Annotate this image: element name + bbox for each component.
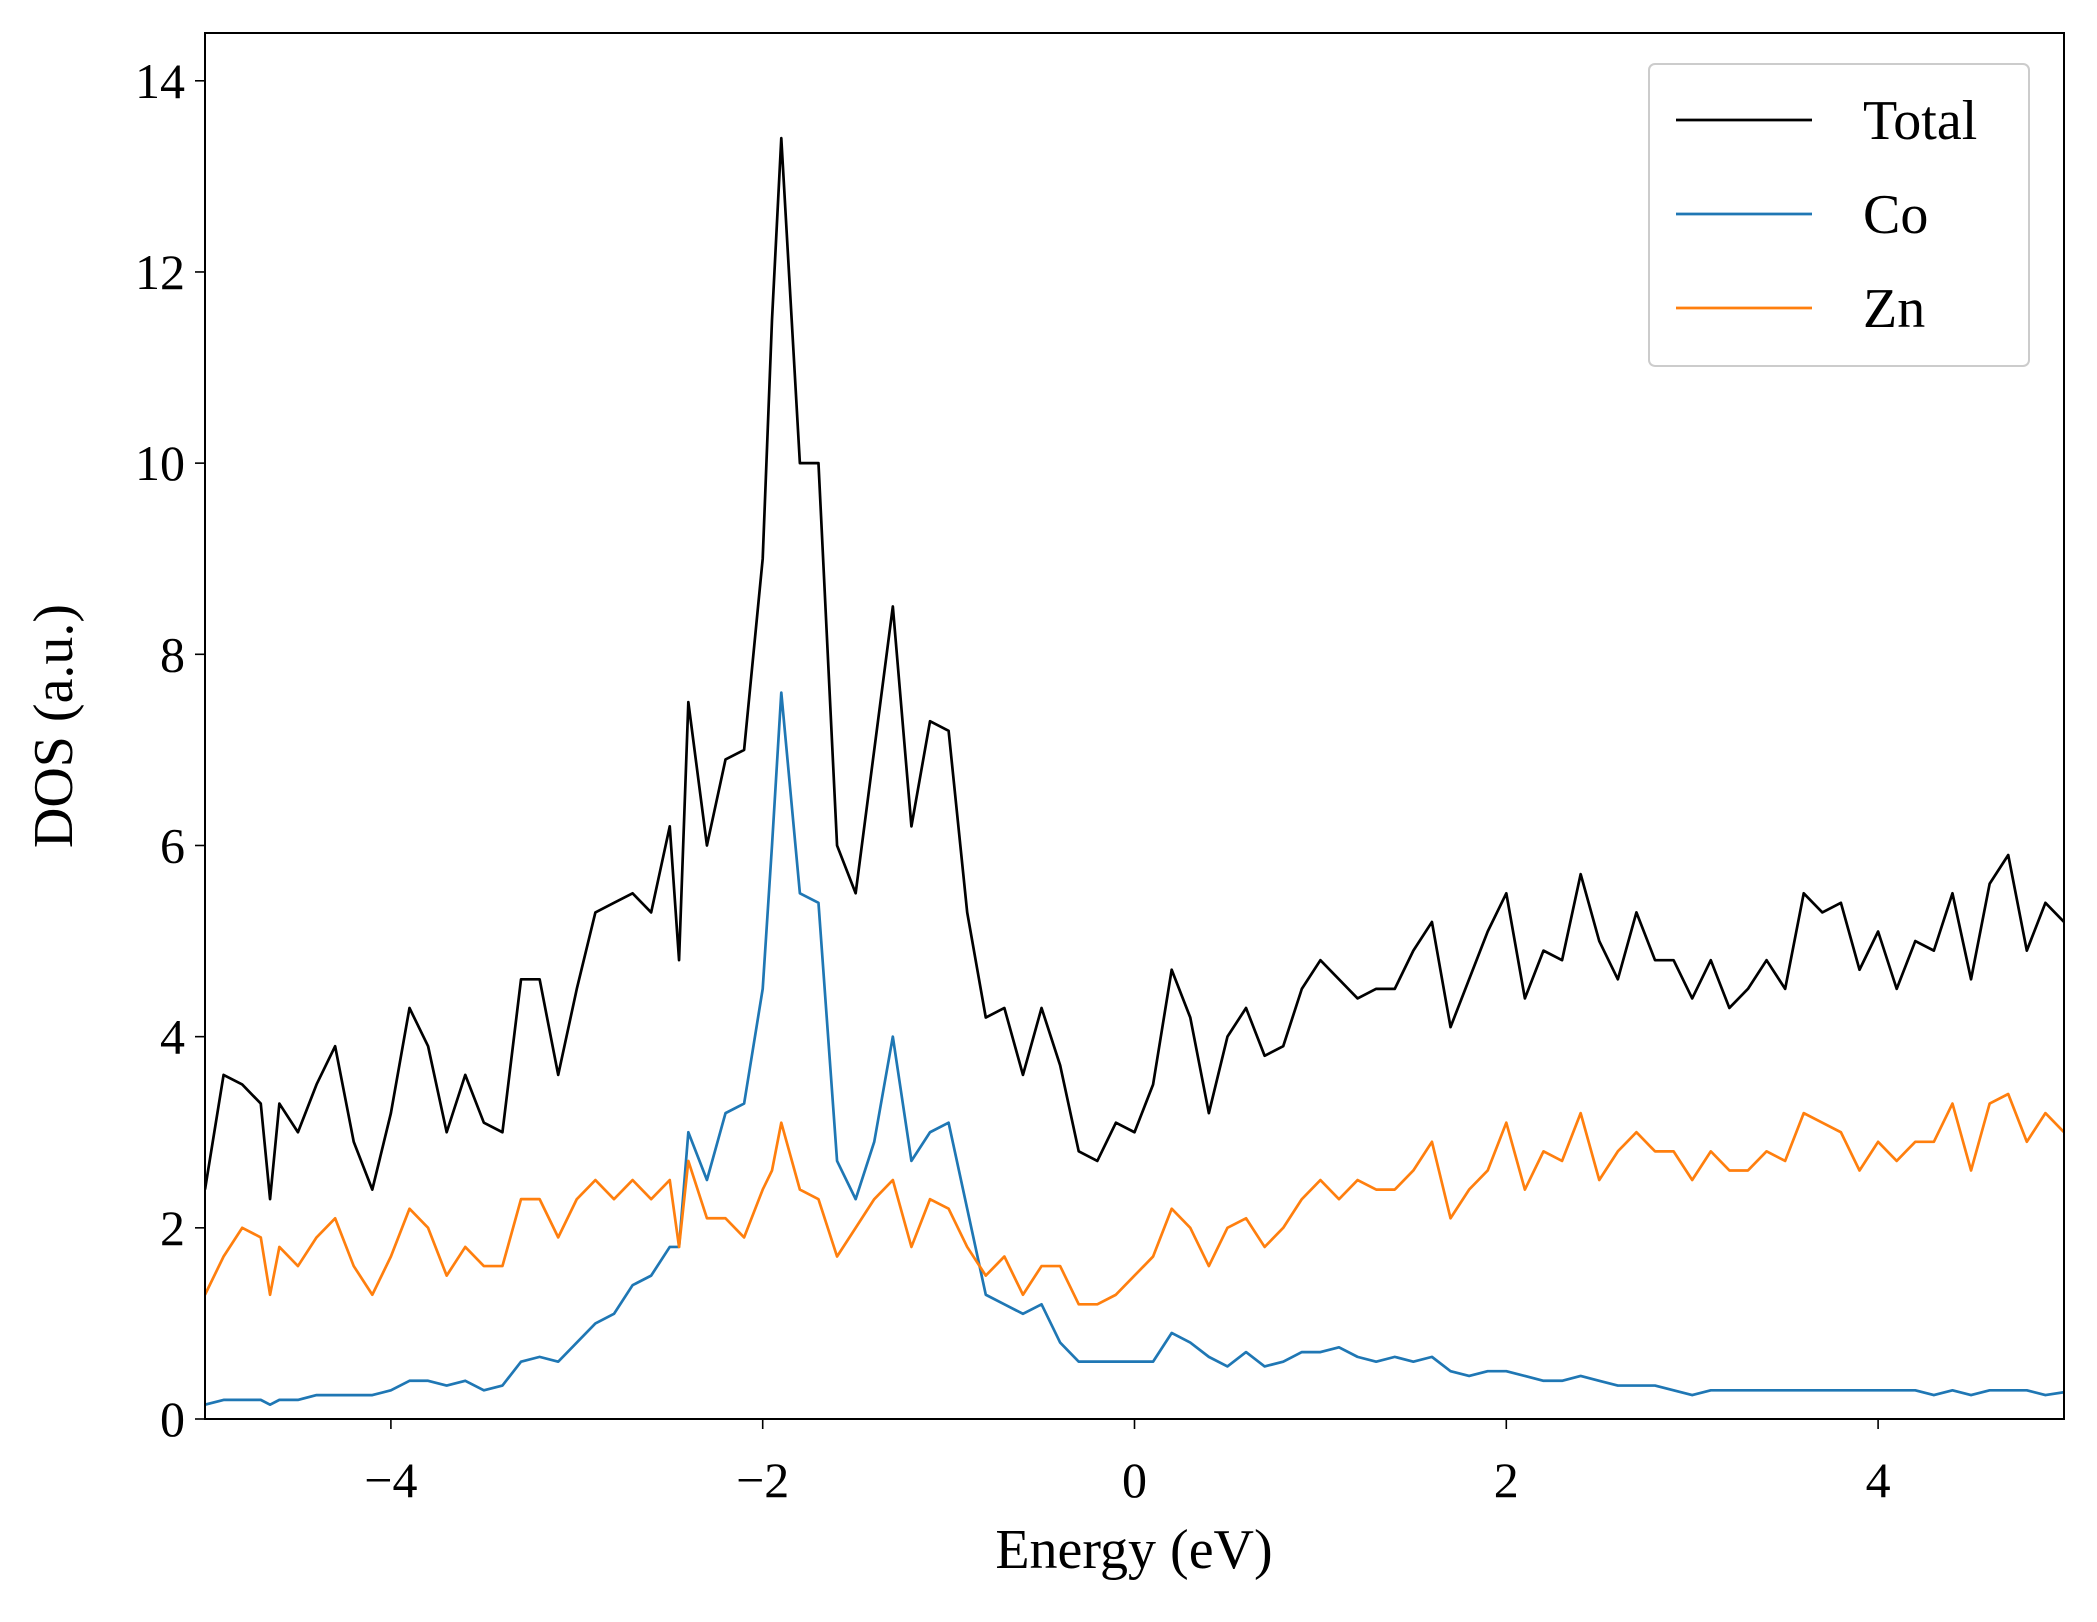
y-tick-label: 10 [135, 435, 185, 491]
x-tick-label: −4 [364, 1452, 417, 1508]
legend-label: Co [1863, 184, 1928, 246]
y-tick-label: 6 [160, 817, 185, 873]
legend-box [1648, 63, 2030, 367]
y-tick-label: 14 [135, 53, 185, 109]
y-tick-label: 8 [160, 626, 185, 682]
y-tick-label: 12 [135, 244, 185, 300]
series-line [205, 136, 2064, 1201]
legend-label: Total [1863, 90, 1977, 152]
x-tick-label: 0 [1122, 1452, 1147, 1508]
y-tick-label: 2 [160, 1200, 185, 1256]
series-line [205, 1092, 2064, 1306]
y-axis-label: DOS (a.u.) [23, 604, 85, 848]
x-tick-label: 4 [1866, 1452, 1891, 1508]
x-axis-label: Energy (eV) [995, 1519, 1272, 1581]
plot-frame [204, 32, 2065, 1420]
y-tick-label: 0 [160, 1391, 185, 1447]
series-line [205, 691, 2064, 1407]
x-tick-label: −2 [736, 1452, 789, 1508]
legend: Total Co Zn [1648, 63, 2030, 367]
legend-label: Zn [1863, 278, 1925, 340]
x-tick-label: 2 [1494, 1452, 1519, 1508]
y-tick-label: 4 [160, 1009, 185, 1065]
